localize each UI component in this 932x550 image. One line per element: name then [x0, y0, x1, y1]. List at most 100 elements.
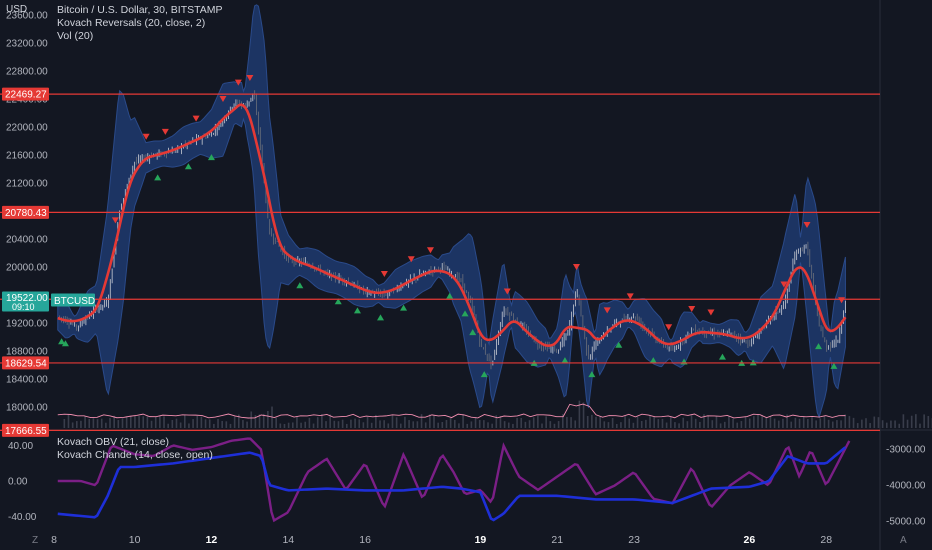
- level-label-bg: [2, 356, 49, 370]
- volume-bar: [188, 423, 190, 428]
- volume-bar: [321, 414, 323, 428]
- volume-bar: [491, 423, 493, 428]
- volume-bar: [811, 417, 813, 428]
- volume-bar: [595, 416, 597, 428]
- volume-bar: [723, 421, 726, 428]
- last-price-value: 19522.00: [6, 293, 48, 304]
- sell-marker: [688, 306, 696, 312]
- price-tick-label: 18000.00: [6, 403, 48, 414]
- volume-bar: [100, 418, 103, 428]
- volume-bar: [404, 416, 406, 428]
- last-price-badge: [2, 291, 49, 312]
- buy-marker: [334, 298, 342, 305]
- buy-marker: [815, 343, 823, 350]
- volume-bar: [686, 421, 689, 428]
- volume-bar: [142, 416, 145, 428]
- indicator-kovach-chande[interactable]: Kovach Chande (14, close, open): [57, 449, 213, 461]
- volume-bar: [117, 420, 120, 428]
- sell-marker: [603, 307, 611, 314]
- main-legend: Bitcoin / U.S. Dollar, 30, BITSTAMP Kova…: [57, 4, 223, 43]
- volume-bar: [63, 418, 66, 428]
- volume-bar: [420, 414, 423, 428]
- volume-bar: [603, 421, 606, 428]
- volume-bar: [620, 422, 622, 428]
- buy-marker: [207, 154, 215, 161]
- volume-bar: [424, 422, 427, 428]
- ticker-badge: BTCUSD: [54, 296, 95, 307]
- volume-bar: [67, 414, 70, 428]
- volume-bar: [578, 400, 581, 428]
- volume-bar: [732, 418, 734, 428]
- volume-bar: [520, 417, 523, 428]
- volume-bar: [345, 423, 348, 428]
- buy-marker: [400, 304, 408, 311]
- volume-bar: [582, 402, 585, 428]
- volume-bar: [237, 414, 240, 428]
- volume-bar: [661, 418, 664, 428]
- volume-bar: [919, 423, 921, 428]
- symbol-title[interactable]: Bitcoin / U.S. Dollar, 30, BITSTAMP: [57, 4, 223, 16]
- auto-scale-toggle-icon[interactable]: A: [900, 535, 907, 546]
- volume-bar: [798, 418, 801, 428]
- volume-bar: [138, 416, 140, 428]
- volume-bar: [109, 418, 111, 428]
- volume-bar: [250, 411, 253, 428]
- volume-bar: [399, 423, 402, 428]
- price-tick-label: 22000.00: [6, 123, 48, 134]
- volume-bar: [391, 415, 394, 428]
- indicator-kovach-obv[interactable]: Kovach OBV (21, close): [57, 436, 170, 448]
- volume-bar: [92, 418, 95, 428]
- volume-bar: [516, 418, 518, 428]
- time-tick-label: 8: [51, 534, 57, 546]
- volume-bar: [296, 416, 298, 428]
- volume-bar: [416, 421, 419, 428]
- volume-bar: [163, 416, 165, 428]
- volume-bar: [877, 417, 880, 428]
- indicator-volume[interactable]: Vol (20): [57, 30, 94, 42]
- time-tick-label: 28: [820, 534, 833, 546]
- volume-bar: [541, 423, 543, 428]
- volume-bar: [154, 416, 157, 428]
- volume-bar: [279, 423, 282, 428]
- volume-bar: [645, 419, 647, 428]
- volume-bar: [71, 422, 74, 428]
- volume-bar: [669, 416, 672, 428]
- volume-bar: [408, 420, 410, 428]
- volume-bar: [549, 421, 552, 428]
- buy-marker: [296, 282, 304, 289]
- volume-bar: [275, 417, 277, 428]
- indicator-kovach-reversals[interactable]: Kovach Reversals (20, close, 2): [57, 17, 206, 29]
- buy-marker: [830, 362, 838, 369]
- volume-bar: [699, 421, 701, 428]
- volume-bar: [923, 414, 925, 428]
- volume-bar: [379, 420, 381, 428]
- volume-bar: [607, 422, 610, 428]
- volume-bar: [927, 415, 930, 428]
- volume-bar: [225, 421, 228, 428]
- price-tick-label: 18800.00: [6, 347, 48, 358]
- volume-bar: [121, 418, 124, 428]
- volume-bar: [840, 420, 842, 428]
- volume-bar: [221, 420, 223, 428]
- volume-bar: [711, 420, 714, 428]
- volume-bar: [665, 422, 668, 428]
- volume-bar: [636, 416, 639, 428]
- volume-bar: [358, 419, 361, 428]
- volume-bar: [196, 415, 199, 428]
- volume-bar: [283, 423, 286, 428]
- volume-bar: [599, 416, 601, 428]
- volume-bar: [503, 421, 506, 428]
- volume-bar: [204, 419, 207, 428]
- buy-marker: [480, 371, 488, 378]
- volume-bar: [462, 414, 464, 428]
- volume-bar: [852, 417, 855, 428]
- price-tick-label: 21600.00: [6, 151, 48, 162]
- level-label: 22469.27: [5, 90, 47, 101]
- volume-bar: [815, 420, 817, 428]
- volume-bar: [690, 415, 693, 428]
- volume-bar: [561, 414, 564, 428]
- zoom-toggle-icon[interactable]: Z: [32, 535, 39, 546]
- volume-bar: [628, 418, 631, 428]
